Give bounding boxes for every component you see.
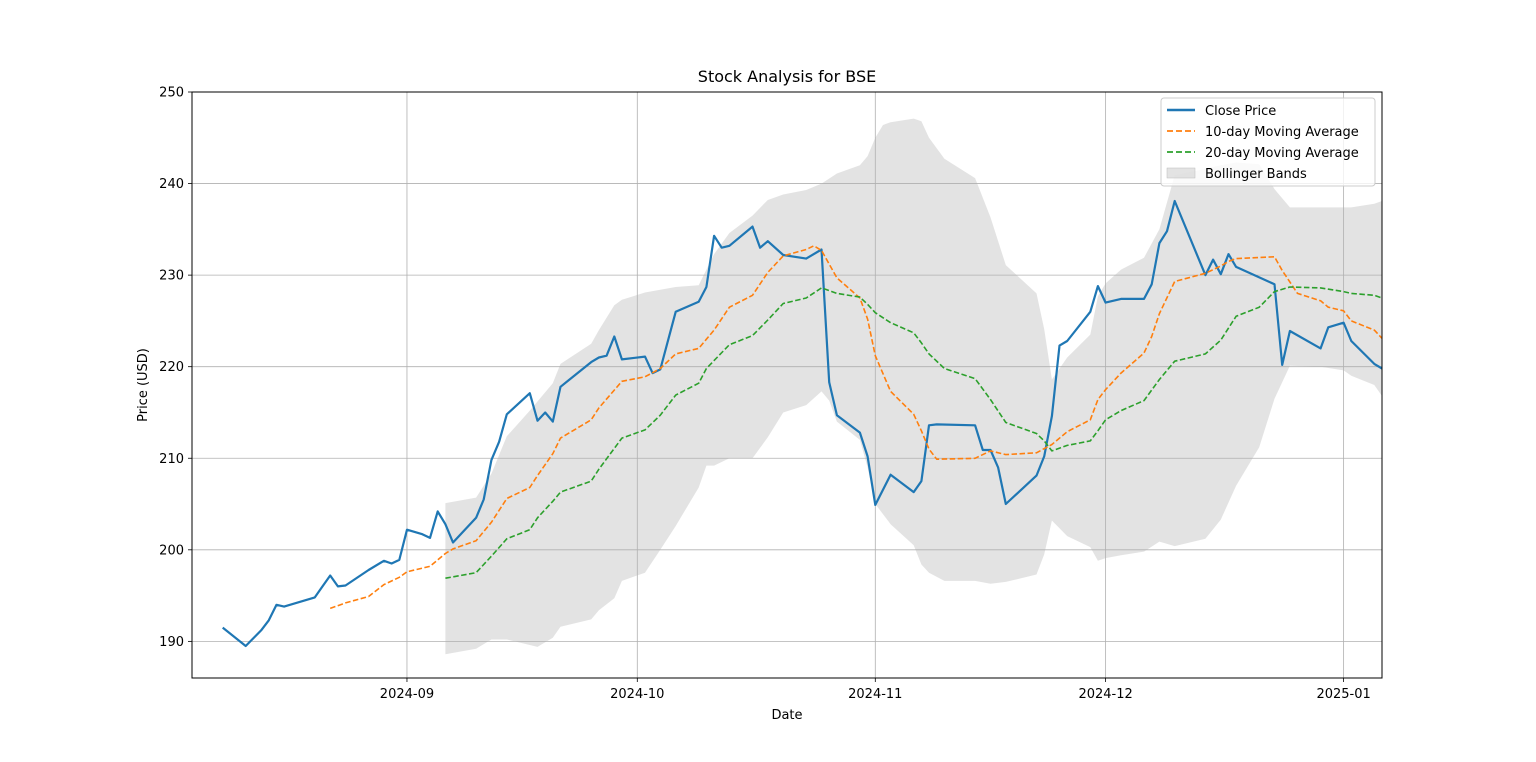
y-tick-label: 220 <box>159 360 184 375</box>
y-tick-label: 240 <box>159 177 184 192</box>
bollinger-band-area <box>445 118 1382 655</box>
legend-label-close: Close Price <box>1205 104 1276 119</box>
legend: Close Price 10-day Moving Average 20-day… <box>1160 97 1376 187</box>
legend-label-ma20: 20-day Moving Average <box>1205 146 1359 161</box>
legend-box <box>1160 97 1376 187</box>
ma20-line <box>445 286 1383 579</box>
chart-title: Stock Analysis for BSE <box>698 67 876 86</box>
plot-frame <box>191 91 1383 679</box>
x-tick-label: 2024-12 <box>1078 687 1132 702</box>
x-tick-label: 2025-01 <box>1316 687 1370 702</box>
close-price-line <box>222 199 1383 648</box>
y-axis-title: Price (USD) <box>136 348 151 422</box>
y-tick-label: 210 <box>159 452 184 467</box>
x-tick-label: 2024-11 <box>848 687 902 702</box>
y-tick-label: 190 <box>159 635 184 650</box>
x-tick-label: 2024-09 <box>380 687 434 702</box>
y-tick-label: 250 <box>159 86 184 101</box>
bollinger-bands-layer <box>445 118 1382 655</box>
ma10-line <box>329 245 1383 610</box>
legend-label-ma10: 10-day Moving Average <box>1205 125 1359 140</box>
x-axis-title: Date <box>771 708 802 723</box>
series-layer <box>222 199 1383 648</box>
x-tick-label: 2024-10 <box>610 687 664 702</box>
legend-swatch-bands <box>1166 167 1196 179</box>
y-tick-label: 230 <box>159 269 184 284</box>
ticks-layer: 190 200 210 220 230 240 250 2024-09 2024-10 2024-… <box>159 86 1371 703</box>
y-tick-label: 200 <box>159 543 184 558</box>
legend-label-bands: Bollinger Bands <box>1205 167 1307 182</box>
